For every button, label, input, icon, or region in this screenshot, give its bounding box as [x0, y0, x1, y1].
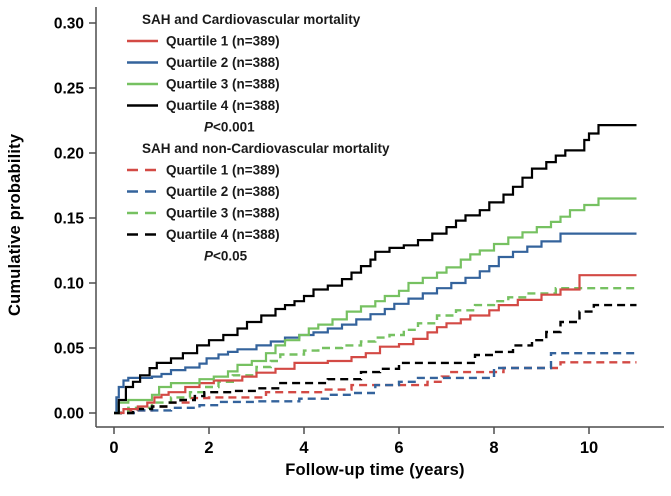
curve-cv-quartile-4 [114, 124, 637, 415]
x-axis-title: Follow-up time (years) [285, 461, 465, 479]
y-tick-label: 0.05 [54, 341, 85, 358]
legend-label: Quartile 1 (n=389) [166, 34, 280, 49]
legend-label: Quartile 1 (n=389) [166, 163, 280, 178]
x-tick-label: 6 [394, 439, 403, 457]
x-tick-label: 2 [204, 439, 213, 457]
x-tick-label: 8 [489, 439, 498, 457]
x-tick-label: 4 [299, 439, 309, 457]
curve-noncv-quartile-2 [114, 352, 637, 415]
x-tick-label: 0 [109, 439, 118, 457]
legend-label: Quartile 4 (n=388) [166, 227, 280, 242]
y-tick-label: 0.00 [54, 406, 84, 423]
y-tick-label: 0.10 [54, 276, 84, 293]
legend-group-title: SAH and Cardiovascular mortality [142, 12, 361, 27]
y-axis-title: Cumulative probability [6, 133, 24, 317]
y-tick-label: 0.20 [54, 146, 84, 163]
legend-group-title: SAH and non-Cardiovascular mortality [142, 141, 390, 156]
legend-label: Quartile 3 (n=388) [166, 206, 280, 221]
curve-noncv-quartile-1 [114, 361, 637, 415]
legend-label: Quartile 3 (n=388) [166, 77, 280, 92]
y-tick-label: 0.25 [54, 81, 85, 98]
curve-cv-quartile-3 [114, 197, 637, 415]
x-tick-label: 10 [580, 439, 598, 457]
curve-noncv-quartile-4 [114, 303, 637, 415]
y-tick-label: 0.30 [54, 16, 84, 33]
legend-pvalue: P<0.05 [204, 249, 248, 264]
legend-label: Quartile 4 (n=388) [166, 98, 280, 113]
legend-pvalue: P<0.001 [204, 120, 255, 135]
legend-label: Quartile 2 (n=388) [166, 55, 280, 70]
curve-cv-quartile-1 [114, 274, 637, 415]
curve-cv-quartile-2 [114, 232, 637, 415]
legend-label: Quartile 2 (n=388) [166, 184, 280, 199]
y-tick-label: 0.15 [54, 211, 85, 228]
